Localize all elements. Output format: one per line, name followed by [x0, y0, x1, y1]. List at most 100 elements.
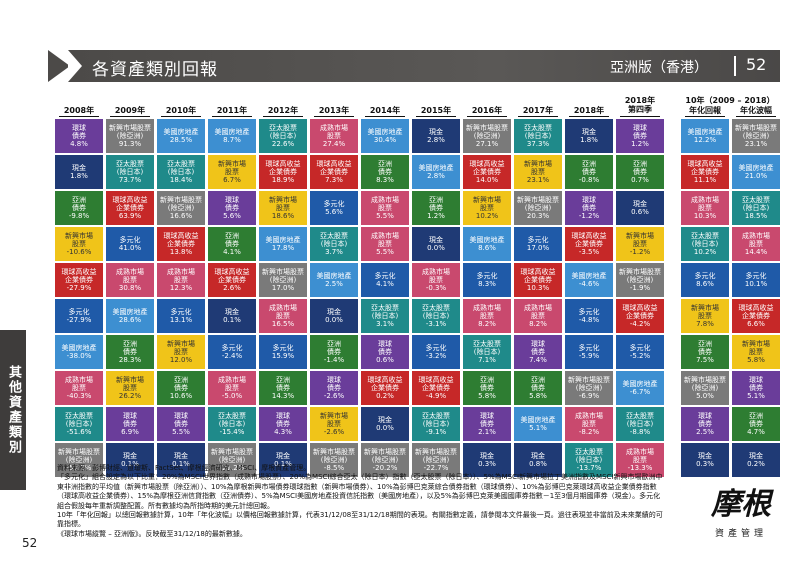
- asset-cell: 環球高收益 企業債券 -4.9%: [412, 371, 460, 405]
- asset-cell: 亞洲 債券 28.3%: [106, 335, 154, 369]
- asset-cell: 美國房地產 8.7%: [208, 119, 256, 153]
- asset-cell-label: 美國房地產: [112, 308, 148, 316]
- asset-cell-return: 8.3%: [376, 176, 394, 184]
- asset-cell: 新興市場 股票 6.7%: [208, 155, 256, 189]
- asset-cell-label: 美國房地產: [214, 128, 250, 136]
- asset-cell: 多元化 -3.2%: [412, 335, 460, 369]
- asset-cell-return: 5.5%: [376, 212, 394, 220]
- asset-cell-return: -4.9%: [425, 392, 447, 400]
- footnote-ten-year: 10年「年化回報」以總回報數據計算，10年「年化波幅」以價格回報數據計算，代表3…: [57, 511, 663, 529]
- asset-cell: 亞太股票 (除日本) -15.4%: [208, 407, 256, 441]
- asset-cell-label: 現金 0.0%: [376, 416, 394, 432]
- asset-cell-return: 1.2%: [427, 212, 445, 220]
- asset-cell: 現金 0.6%: [616, 191, 664, 225]
- asset-cell: 新興市場股票 (除亞洲) -20.2%: [361, 443, 409, 477]
- asset-cell: 多元化 41.0%: [106, 227, 154, 261]
- asset-cell-return: -8.8%: [629, 428, 651, 436]
- asset-cell: 美國房地產 -6.7%: [616, 371, 664, 405]
- column-header-underline: [569, 116, 609, 117]
- asset-cell-return: 12.3%: [169, 284, 193, 292]
- asset-cell: 新興市場 股票 18.6%: [259, 191, 307, 225]
- asset-cell: 環球高收益 企業債券 11.1%: [681, 155, 729, 189]
- asset-cell-label: 亞太股票 (除日本): [473, 340, 501, 356]
- asset-cell-return: -40.3%: [66, 392, 92, 400]
- asset-cell-return: -1.2%: [578, 212, 600, 220]
- asset-cell-label: 新興市場 股票: [65, 232, 93, 248]
- asset-cell-return: 5.8%: [478, 392, 496, 400]
- asset-cell-label: 環球 債券: [582, 196, 596, 212]
- column-header-year: 2009年: [114, 106, 146, 115]
- asset-cell-label: 現金 0.1%: [172, 452, 190, 468]
- asset-cell: 新興市場 股票 5.8%: [732, 335, 780, 369]
- asset-cell-label: 亞太股票 (除日本): [116, 160, 144, 176]
- asset-cell: 現金 0.3%: [463, 443, 511, 477]
- asset-cell: 環球 債券 4.3%: [259, 407, 307, 441]
- asset-cell: 成熟市場 股票 -8.2%: [565, 407, 613, 441]
- asset-cell: 環球高收益 企業債券 0.2%: [361, 371, 409, 405]
- asset-cell-return: 5.0%: [696, 392, 714, 400]
- asset-cell-return: 18.6%: [271, 212, 295, 220]
- asset-cell-label: 環球高收益 企業債券: [418, 376, 454, 392]
- asset-cell: 新興市場股票 (除亞洲) -6.9%: [565, 371, 613, 405]
- asset-cell: 環球高收益 企業債券 18.9%: [259, 155, 307, 189]
- asset-cell-return: 10.3%: [526, 284, 550, 292]
- asset-cell-return: 7.8%: [696, 320, 714, 328]
- asset-cell-label: 現金 0.1%: [274, 452, 292, 468]
- title-chevron-decoration: [48, 50, 70, 82]
- asset-cell-return: -5.0%: [221, 392, 243, 400]
- asset-cell-label: 成熟市場 股票: [626, 448, 654, 464]
- asset-cell: 新興市場股票 (除亞洲) 17.0%: [259, 263, 307, 297]
- asset-cell-label: 成熟市場 股票: [371, 196, 399, 212]
- column-header-underline: [416, 116, 456, 117]
- asset-cell-label: 美國房地產: [571, 272, 607, 280]
- asset-cell-label: 環球高收益 企業債券: [687, 160, 723, 176]
- asset-cell: 新興市場 股票 23.1%: [514, 155, 562, 189]
- asset-cell: 現金 0.2%: [732, 443, 780, 477]
- asset-cell-return: 17.0%: [271, 284, 295, 292]
- logo-wordmark: 摩根: [711, 487, 771, 522]
- asset-cell: 新興市場股票 (除亞洲) -57.2%: [55, 443, 103, 477]
- asset-cell-label: 多元化: [578, 344, 600, 352]
- asset-cell-return: -21.2%: [219, 464, 245, 472]
- asset-cell-label: 環球 債券: [72, 124, 86, 140]
- asset-cell-label: 成熟市場 股票: [116, 268, 144, 284]
- asset-cell-return: 5.1%: [747, 392, 765, 400]
- asset-cell: 多元化 8.6%: [681, 263, 729, 297]
- asset-cell-label: 環球 債券: [225, 196, 239, 212]
- asset-cell-return: 17.0%: [526, 244, 550, 252]
- asset-cell-label: 亞太股票 (除日本): [742, 196, 770, 212]
- asset-cell: 多元化 -27.9%: [55, 299, 103, 333]
- column-header-year: 2015年: [420, 106, 452, 115]
- asset-cell-label: 成熟市場 股票: [422, 268, 450, 284]
- asset-cell-return: -9.8%: [68, 212, 90, 220]
- header-page-number: 52: [746, 55, 767, 74]
- asset-cell-label: 亞洲 債券: [276, 376, 290, 392]
- asset-cell: 新興市場股票 (除亞洲) 5.0%: [681, 371, 729, 405]
- asset-cell-return: -1.9%: [629, 284, 651, 292]
- asset-cell-return: 15.9%: [271, 352, 295, 360]
- asset-cell-label: 新興市場 股票: [742, 340, 770, 356]
- asset-cell-label: 現金 1.8%: [70, 164, 88, 180]
- asset-cell-label: 新興市場 股票: [691, 304, 719, 320]
- footnote-diversified: 「多元化」組合設定為以下比重：20%為MSCI世界指數（成熟市場股票）、20%為…: [57, 473, 663, 510]
- asset-cell-return: -2.6%: [323, 392, 345, 400]
- asset-cell: 美國房地產 2.8%: [412, 155, 460, 189]
- asset-cell-label: 環球高收益 企業債券: [214, 268, 250, 284]
- asset-cell-label: 亞洲 債券: [480, 376, 494, 392]
- asset-cell-label: 成熟市場 股票: [371, 232, 399, 248]
- asset-cell: 多元化 -2.4%: [208, 335, 256, 369]
- asset-cell: 環球高收益 企業債券 -4.2%: [616, 299, 664, 333]
- asset-cell: 環球 債券 5.5%: [157, 407, 205, 441]
- asset-cell: 亞太股票 (除日本) -51.6%: [55, 407, 103, 441]
- asset-cell: 亞洲 債券 14.3%: [259, 371, 307, 405]
- side-section-tab: 其他資產類別: [0, 330, 26, 490]
- asset-cell-label: 多元化: [68, 308, 90, 316]
- asset-cell-label: 環球高收益 企業債券: [622, 304, 658, 320]
- asset-cell: 亞洲 債券 4.7%: [732, 407, 780, 441]
- column-header-year: 2013年: [318, 106, 350, 115]
- asset-cell: 現金 1.8%: [565, 119, 613, 153]
- column-header-year: 2010年: [165, 106, 197, 115]
- asset-cell-return: -6.9%: [578, 392, 600, 400]
- asset-cell-return: -8.5%: [323, 464, 345, 472]
- asset-cell-return: -57.2%: [66, 464, 92, 472]
